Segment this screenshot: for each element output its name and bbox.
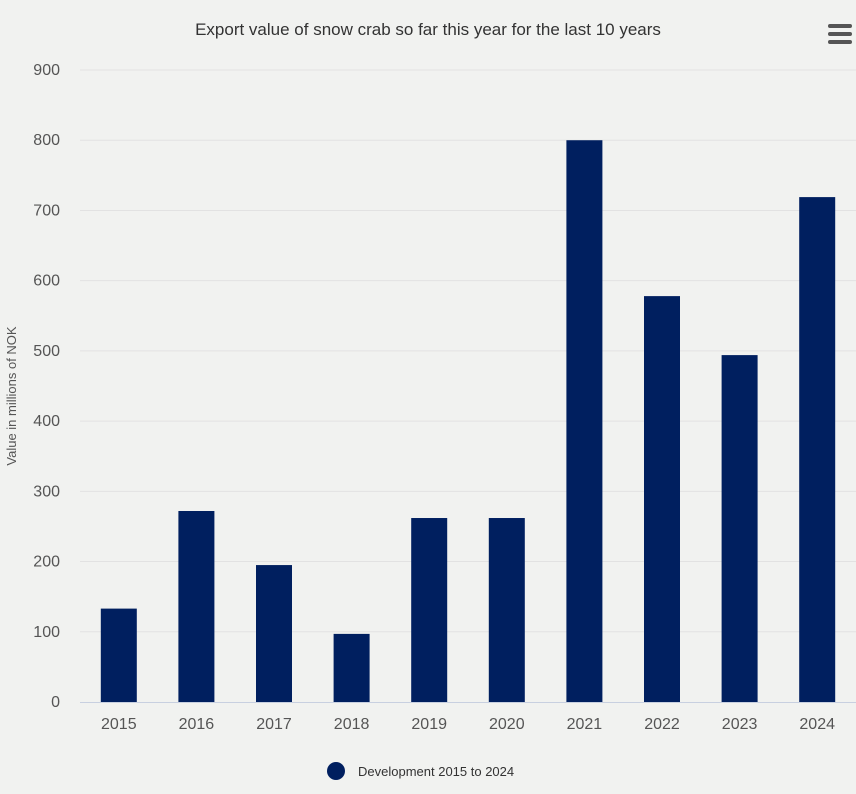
legend[interactable]: Development 2015 to 2024 [327,762,514,780]
bars [100,140,836,702]
legend-marker [327,762,345,780]
y-tick-label: 400 [33,413,60,430]
bar-2018[interactable] [333,633,370,702]
y-tick-label: 800 [33,132,60,149]
x-tick-label: 2024 [799,716,835,733]
bar-2022[interactable] [644,296,680,702]
y-tick-label: 0 [51,694,60,711]
bar-2019[interactable] [411,518,448,702]
x-axis-ticks: 2015 2016 2017 2018 2019 2020 2021 2022 2023 2024 [101,716,835,733]
bar-2015[interactable] [100,608,137,702]
hamburger-menu-icon[interactable] [826,20,854,48]
bar-2024[interactable] [799,197,836,702]
menu-bar [828,24,852,28]
x-tick-label: 2020 [489,716,525,733]
x-tick-label: 2018 [334,716,370,733]
bar-2017[interactable] [256,565,292,702]
chart-title: Export value of snow crab so far this ye… [195,20,661,39]
x-tick-label: 2022 [644,716,680,733]
bar-2020[interactable] [488,518,525,702]
menu-bar [828,40,852,44]
y-tick-label: 600 [33,273,60,290]
bar-2023[interactable] [721,355,758,702]
x-tick-label: 2021 [567,716,603,733]
x-tick-label: 2023 [722,716,758,733]
y-axis-ticks: 0 100 200 300 400 500 600 700 800 900 [33,62,60,711]
y-tick-label: 300 [33,483,60,500]
bar-2021[interactable] [566,140,603,702]
menu-bar [828,32,852,36]
x-tick-label: 2017 [256,716,292,733]
x-tick-label: 2016 [179,716,215,733]
bar-2016[interactable] [178,510,215,702]
y-tick-label: 700 [33,202,60,219]
y-tick-label: 100 [33,624,60,641]
y-tick-label: 900 [33,62,60,79]
y-tick-label: 200 [33,554,60,571]
legend-label[interactable]: Development 2015 to 2024 [358,764,514,779]
y-axis-label: Value in millions of NOK [4,326,19,466]
x-tick-label: 2019 [411,716,447,733]
y-tick-label: 500 [33,343,60,360]
x-tick-label: 2015 [101,716,137,733]
